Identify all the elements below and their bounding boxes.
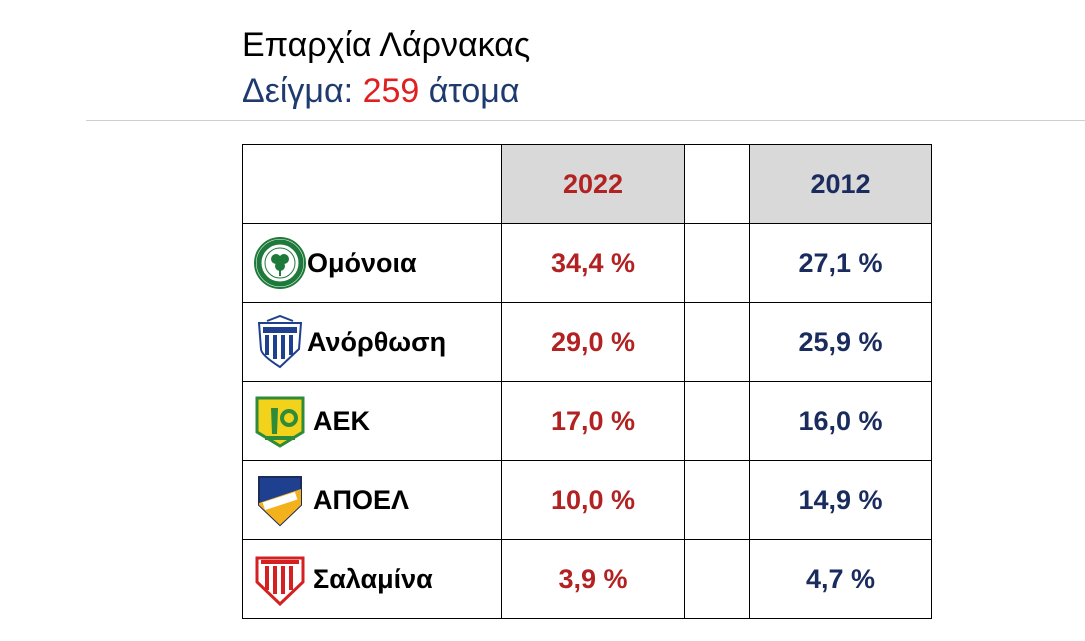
- sample-unit: άτομα: [428, 72, 520, 110]
- header-2022-cell: 2022: [501, 144, 685, 224]
- team-cell: Ανόρθωση: [242, 302, 502, 382]
- value-2012: 16,0 %: [749, 381, 932, 461]
- anorthosis-logo-icon: [253, 315, 307, 369]
- gap-cell: [684, 302, 750, 382]
- value-2022: 3,9 %: [501, 539, 685, 619]
- team-name: Σαλαμίνα: [313, 563, 433, 594]
- table-row: ΑΠΟΕΛ 10,0 % 14,9 %: [242, 460, 932, 540]
- team-name: Ανόρθωση: [307, 326, 447, 357]
- gap-cell: [684, 381, 750, 461]
- team-cell: Σαλαμίνα: [242, 539, 502, 619]
- value-2012: 25,9 %: [749, 302, 932, 382]
- header-row: 2022 2012: [242, 144, 932, 224]
- team-name: Ομόνοια: [307, 247, 417, 278]
- gap-cell: [684, 539, 750, 619]
- table-row: Ομόνοια 34,4 % 27,1 %: [242, 223, 932, 303]
- year-2022-label: 2022: [562, 168, 624, 199]
- title-block: Επαρχία Λάρνακας Δείγμα: 259 άτομα: [242, 22, 530, 114]
- header-gap-cell: [684, 144, 750, 224]
- divider: [86, 120, 1085, 121]
- team-cell: ΑΕΚ: [242, 381, 502, 461]
- sample-label: Δείγμα:: [242, 72, 354, 110]
- gap-cell: [684, 460, 750, 540]
- value-2012: 27,1 %: [749, 223, 932, 303]
- header-2012-cell: 2012: [749, 144, 932, 224]
- table-row: ΑΕΚ 17,0 % 16,0 %: [242, 381, 932, 461]
- value-2022: 17,0 %: [501, 381, 685, 461]
- value-2022: 34,4 %: [501, 223, 685, 303]
- value-2022: 29,0 %: [501, 302, 685, 382]
- apoel-logo-icon: [253, 473, 307, 527]
- gap-cell: [684, 223, 750, 303]
- sample-line: Δείγμα: 259 άτομα: [242, 68, 530, 114]
- table-row: Ανόρθωση 29,0 % 25,9 %: [242, 302, 932, 382]
- results-table: 2022 2012 Ομό: [242, 144, 932, 619]
- page-title: Επαρχία Λάρνακας: [242, 26, 531, 64]
- value-2012: 4,7 %: [749, 539, 932, 619]
- salamina-logo-icon: [253, 552, 307, 606]
- value-2022: 10,0 %: [501, 460, 685, 540]
- team-cell: Ομόνοια: [242, 223, 502, 303]
- team-cell: ΑΠΟΕΛ: [242, 460, 502, 540]
- table-row: Σαλαμίνα 3,9 % 4,7 %: [242, 539, 932, 619]
- value-2012: 14,9 %: [749, 460, 932, 540]
- sample-size: 259: [362, 72, 420, 110]
- omonoia-logo-icon: [253, 236, 307, 290]
- aek-logo-icon: [253, 394, 307, 448]
- team-name: ΑΠΟΕΛ: [313, 484, 410, 515]
- team-name: ΑΕΚ: [313, 405, 371, 436]
- year-2012-label: 2012: [810, 168, 871, 199]
- header-team-cell: [242, 144, 502, 224]
